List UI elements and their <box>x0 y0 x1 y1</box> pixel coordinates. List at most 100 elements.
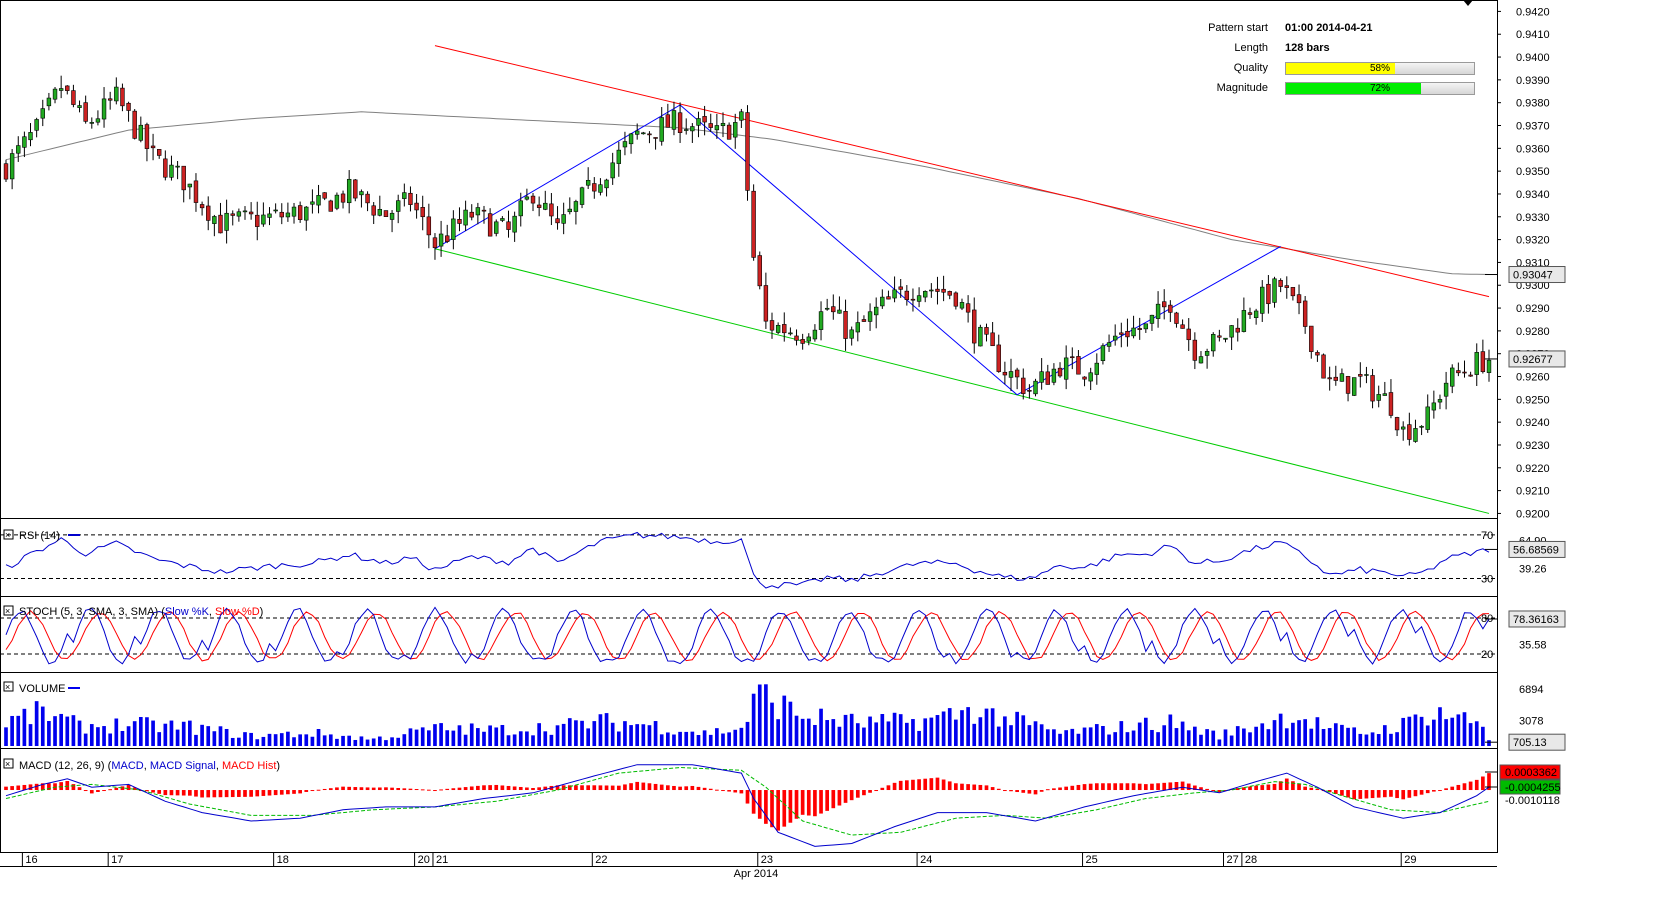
macd-hist-bar <box>212 790 217 798</box>
macd-hist-bar <box>347 786 352 791</box>
candle-body <box>1027 390 1032 392</box>
candle-body <box>824 307 830 310</box>
pattern-info-box: Pattern start 01:00 2014-04-21 Length 12… <box>1200 22 1490 102</box>
candle-body <box>169 164 174 178</box>
macd-hist-bar <box>1340 790 1344 796</box>
volume-bar <box>476 728 480 746</box>
volume-bar <box>71 715 76 746</box>
candle-body <box>794 335 799 341</box>
rsi-close-icon <box>3 529 14 540</box>
quality-value: 58% <box>1369 63 1390 74</box>
macd-title: MACD (12, 26, 9) (MACD, MACD Signal, MAC… <box>19 760 280 772</box>
macd-value-label: -0.0010118 <box>1505 795 1560 807</box>
candle-body <box>132 110 137 139</box>
macd-hist-bar <box>610 785 615 791</box>
candle-body <box>959 302 965 309</box>
volume-bar <box>457 725 462 746</box>
price-tick-label: 0.9400 <box>1516 52 1550 64</box>
volume-close-icon-glyph: × <box>5 682 10 692</box>
volume-bar <box>739 727 744 746</box>
volume-bar <box>132 721 137 746</box>
candle-body <box>720 122 726 127</box>
dropdown-arrow-icon[interactable] <box>1463 0 1473 6</box>
macd-hist-bar <box>1168 782 1173 791</box>
candle-body <box>310 201 315 205</box>
macd-hist-bar <box>71 784 76 791</box>
candle-body <box>708 123 713 128</box>
macd-hist-bar <box>1315 788 1320 791</box>
volume-bar <box>813 724 817 746</box>
macd-hist-bar <box>102 790 106 792</box>
candle-body <box>1063 357 1069 380</box>
macd-hist-bar <box>1064 786 1068 791</box>
x-tick-label: 29 <box>1404 854 1416 866</box>
price-tick-label: 0.9320 <box>1516 235 1550 247</box>
candle-body <box>1149 314 1155 324</box>
candle-body <box>150 145 156 149</box>
volume-bar <box>200 724 204 746</box>
candle-body <box>837 309 842 314</box>
volume-bar <box>1370 732 1375 746</box>
candle-body <box>334 194 340 209</box>
candle-body <box>916 295 922 302</box>
candle-body <box>420 207 425 218</box>
price-tick-label: 0.9200 <box>1516 508 1550 520</box>
macd-hist-bar <box>984 785 989 791</box>
macd-hist-bar <box>813 790 817 817</box>
volume-bar <box>1487 740 1491 746</box>
price-panel: 0.9420 0.9410 0.9400 0.9390 0.9380 0.9370 0.93… <box>3 6 1566 520</box>
candle-body <box>561 214 566 224</box>
candle-body <box>696 118 701 126</box>
macd-hist-bar <box>947 781 952 791</box>
candle-body <box>255 214 260 227</box>
macd-hist-bar <box>463 787 468 791</box>
volume-bar <box>1278 713 1283 746</box>
volume-bar <box>1052 729 1056 746</box>
macd-hist-bar <box>721 790 725 792</box>
volume-bar <box>1205 729 1209 746</box>
candle-body <box>58 88 64 91</box>
stoch-k-line <box>5 606 1490 665</box>
volume-bar <box>1088 727 1093 746</box>
macd-hist-bar <box>990 787 995 791</box>
candle-body <box>861 319 867 322</box>
macd-hist-bar <box>500 785 505 791</box>
volume-bar <box>1211 730 1216 746</box>
macd-hist-bar <box>255 790 260 797</box>
volume-bar <box>157 732 162 746</box>
candle-body <box>432 237 438 249</box>
candle-body <box>230 213 235 216</box>
volume-bar <box>414 729 419 746</box>
macd-hist-bar <box>77 787 82 791</box>
volume-bar <box>181 721 186 746</box>
price-tick-label: 0.9350 <box>1516 166 1550 178</box>
stoch-d-line <box>5 609 1490 662</box>
macd-hist-bar <box>929 778 934 791</box>
volume-bar <box>727 732 731 746</box>
volume-bar <box>1180 721 1185 746</box>
candle-body <box>665 114 671 128</box>
volume-bar <box>482 731 486 746</box>
candle-body <box>1235 327 1240 333</box>
candle-body <box>138 124 144 141</box>
length-label: Length <box>1234 42 1268 54</box>
macd-hist-bar <box>181 790 186 796</box>
volume-bar <box>108 733 113 746</box>
volume-close-icon <box>3 681 14 692</box>
volume-bar <box>855 723 860 746</box>
volume-bar <box>1107 734 1111 746</box>
price-tick-label: 0.9220 <box>1516 463 1550 475</box>
volume-bar <box>212 731 217 746</box>
volume-bar <box>659 734 664 746</box>
volume-bar <box>1340 724 1344 746</box>
candle-body <box>144 124 150 149</box>
volume-tick-label: 6894 <box>1519 684 1543 696</box>
candle-body <box>1131 327 1136 337</box>
candle-body <box>1008 371 1014 378</box>
macd-hist-bar <box>751 790 756 814</box>
candle-body <box>622 141 628 148</box>
volume-bar <box>941 711 946 746</box>
candle-body <box>984 327 989 335</box>
volume-bar <box>1229 735 1234 746</box>
